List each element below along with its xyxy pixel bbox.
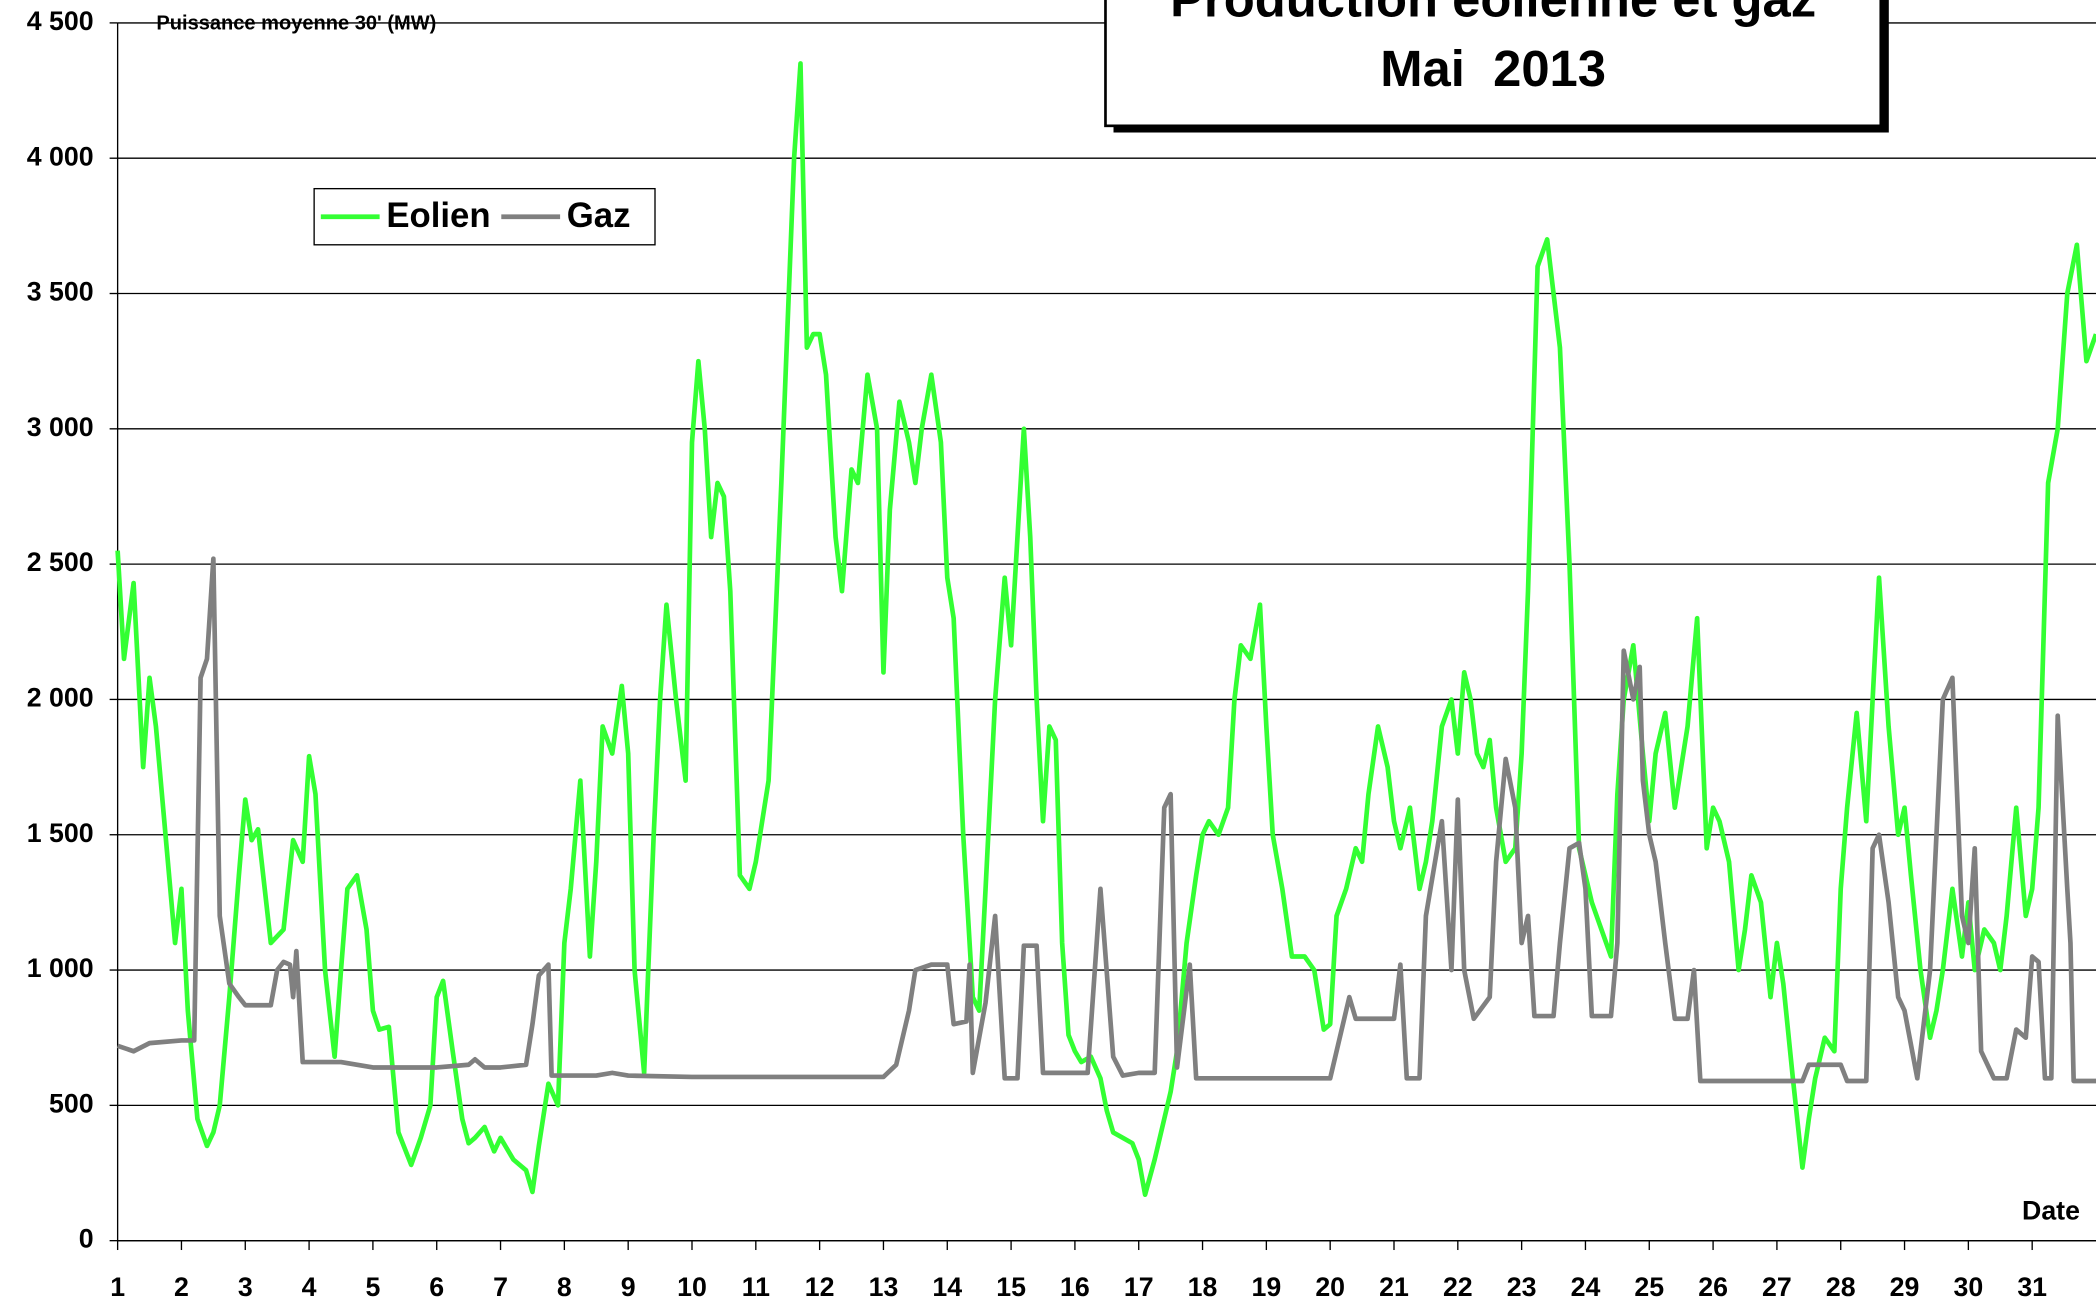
x-tick-label: 19: [1251, 1272, 1281, 1302]
x-tick-label: 20: [1315, 1272, 1345, 1302]
y-tick-label: 0: [79, 1224, 94, 1254]
x-tick-label: 14: [932, 1272, 962, 1302]
y-tick-label: 2 500: [27, 547, 94, 577]
plot-lines: [115, 61, 2096, 1197]
x-tick-label: 28: [1826, 1272, 1856, 1302]
x-tick-label: 6: [429, 1272, 444, 1302]
legend-label: Gaz: [567, 197, 631, 235]
x-tick-label: 8: [557, 1272, 572, 1302]
y-tick-label: 500: [49, 1088, 94, 1118]
x-tick-label: 3: [238, 1272, 253, 1302]
legend-label: Eolien: [386, 197, 490, 235]
y-tick-label: 2 000: [27, 682, 94, 712]
y-tick-label: 3 500: [27, 277, 94, 307]
y-tick-label: 1 500: [27, 818, 94, 848]
x-tick-label: 31: [2017, 1272, 2047, 1302]
legend: Eolien Gaz: [313, 187, 656, 246]
x-tick-label: 30: [1953, 1272, 1983, 1302]
x-tick-label: 17: [1124, 1272, 1154, 1302]
x-tick-label: 13: [869, 1272, 899, 1302]
x-tick-label: 18: [1188, 1272, 1218, 1302]
y-tick-label: 3 000: [27, 412, 94, 442]
x-tick-label: 7: [493, 1272, 508, 1302]
x-tick-label: 27: [1762, 1272, 1792, 1302]
chart-subtitle: Mai 2013: [1380, 40, 1606, 97]
x-tick-label: 12: [805, 1272, 835, 1302]
x-tick-label: 16: [1060, 1272, 1090, 1302]
x-tick-label: 25: [1634, 1272, 1664, 1302]
series-line: [116, 556, 2096, 1084]
x-tick-label: 23: [1507, 1272, 1537, 1302]
x-tick-label: 2: [174, 1272, 189, 1302]
x-tick-label: 11: [742, 1272, 770, 1302]
x-tick-label: 1: [110, 1272, 125, 1302]
x-tick-label: 10: [677, 1272, 707, 1302]
x-tick-label: 4: [302, 1272, 317, 1302]
chart-title: Production éolienne et gaz: [1170, 0, 1816, 27]
x-axis-label: Date: [2022, 1196, 2080, 1226]
x-tick-label: 26: [1698, 1272, 1728, 1302]
series-line: [115, 61, 2096, 1197]
x-tick-label: 24: [1571, 1272, 1601, 1302]
y-tick-label: 1 000: [27, 953, 94, 983]
y-tick-label: 4 000: [27, 141, 94, 171]
x-tick-label: 9: [621, 1272, 636, 1302]
x-tick-label: 21: [1379, 1272, 1409, 1302]
x-tick-label: 22: [1443, 1272, 1473, 1302]
y-tick-label: 4 500: [27, 6, 94, 36]
title-box: [1104, 0, 1883, 128]
x-tick-label: 5: [365, 1272, 380, 1302]
x-tick-label: 15: [996, 1272, 1026, 1302]
y-axis-label: Puissance moyenne 30' (MW): [156, 13, 436, 35]
x-tick-label: 29: [1890, 1272, 1920, 1302]
